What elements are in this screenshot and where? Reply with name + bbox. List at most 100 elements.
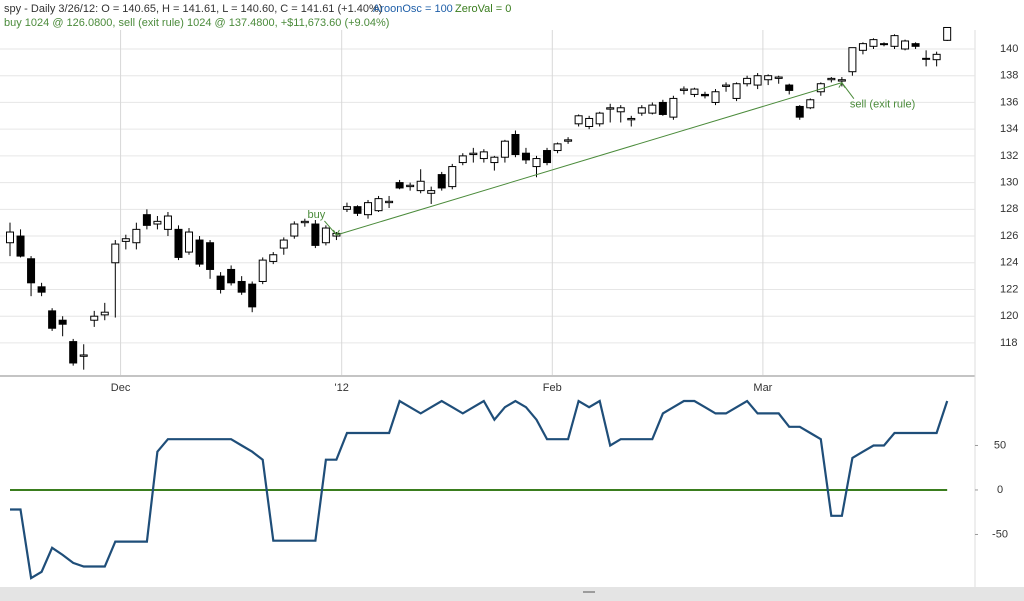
candle-body xyxy=(100,311,109,316)
scroll-bar[interactable] xyxy=(0,587,1024,601)
candle-body xyxy=(237,280,246,293)
candle-body xyxy=(711,91,720,103)
candle-body xyxy=(743,77,752,85)
candle-body xyxy=(416,180,425,192)
candle-body xyxy=(753,75,762,86)
candle-body xyxy=(374,198,383,212)
arrow-head xyxy=(838,81,846,88)
candle-body xyxy=(121,238,130,242)
candle-body xyxy=(574,115,583,125)
candle-body xyxy=(848,47,857,73)
candle-body xyxy=(111,243,120,264)
quote-text: spy - Daily 3/26/12: O = 140.65, H = 141… xyxy=(4,3,382,15)
candle-body xyxy=(342,206,351,210)
candle-body xyxy=(300,220,309,224)
candle-body xyxy=(227,268,236,284)
candle-body xyxy=(911,43,920,47)
y-tick-label: 134 xyxy=(1000,123,1018,135)
candle-body xyxy=(616,107,625,113)
candle-body xyxy=(774,76,783,79)
candle-body xyxy=(406,184,415,188)
arrow-head xyxy=(333,229,340,236)
candle-body xyxy=(353,206,362,214)
candle-body xyxy=(6,231,14,244)
candle-body xyxy=(722,84,731,87)
candle-body xyxy=(248,283,257,308)
y-tick-label: 138 xyxy=(1000,70,1018,82)
y-tick-label: 140 xyxy=(1000,43,1018,55)
candle-body xyxy=(564,139,573,142)
candle-body xyxy=(606,107,615,110)
y-tick-label: 0 xyxy=(997,484,1003,496)
candle-body xyxy=(490,156,499,164)
candle-body xyxy=(479,151,488,160)
candle-body xyxy=(469,152,478,156)
candle-body xyxy=(311,223,320,246)
candle-body xyxy=(869,39,878,47)
y-tick-label: 128 xyxy=(1000,203,1018,215)
y-tick-label: 122 xyxy=(1000,283,1018,295)
candle-body xyxy=(79,354,88,357)
candle-body xyxy=(206,242,215,270)
annotation-text: sell (exit rule) xyxy=(850,99,915,111)
candle-body xyxy=(269,254,278,262)
x-tick-label: Mar xyxy=(753,382,772,394)
annotation-arrow xyxy=(324,220,337,236)
trade-text: buy 1024 @ 126.0800, sell (exit rule) 10… xyxy=(4,17,389,29)
candle-body xyxy=(90,315,99,321)
candle-body xyxy=(658,101,667,115)
candle-body xyxy=(690,88,699,95)
candle-body xyxy=(532,158,541,168)
y-tick-label: 50 xyxy=(994,439,1006,451)
candle-body xyxy=(890,35,899,47)
candle-body xyxy=(437,174,446,189)
annotation-text: buy xyxy=(308,209,326,221)
candle-body xyxy=(290,223,299,237)
candle-body xyxy=(37,286,46,293)
candle-body xyxy=(458,155,467,164)
candle-body xyxy=(195,239,204,265)
candle-body xyxy=(553,143,562,152)
candle-body xyxy=(922,57,931,60)
candle-body xyxy=(585,117,594,127)
candle-body xyxy=(58,319,67,325)
candle-body xyxy=(700,93,709,97)
candle-body xyxy=(395,182,404,189)
candle-body xyxy=(669,97,678,118)
x-tick-label: Feb xyxy=(543,382,562,394)
candle-body xyxy=(448,166,457,188)
candle-body xyxy=(827,77,836,81)
candle-body xyxy=(132,228,141,244)
y-tick-label: 118 xyxy=(1000,337,1018,349)
candle-body xyxy=(679,88,688,91)
x-tick-label: '12 xyxy=(335,382,349,394)
candle-body xyxy=(153,220,162,225)
indicator-legend: AroonOsc = 100 xyxy=(373,3,453,15)
candle-body xyxy=(258,259,267,282)
candle-body xyxy=(879,43,888,46)
zero-legend: ZeroVal = 0 xyxy=(455,3,511,15)
y-tick-label: 124 xyxy=(1000,257,1018,269)
y-tick-label: 132 xyxy=(1000,150,1018,162)
candle-body xyxy=(163,215,172,230)
candle-body xyxy=(795,105,804,118)
candle-body xyxy=(174,228,183,258)
candle-body xyxy=(943,26,952,41)
candle-body xyxy=(764,75,773,81)
y-tick-label: 120 xyxy=(1000,310,1018,322)
candle-body xyxy=(858,43,867,51)
candle-body xyxy=(595,112,604,125)
candle-body xyxy=(364,202,373,216)
oscillator-line xyxy=(10,399,949,580)
candle-body xyxy=(142,214,151,226)
candle-body xyxy=(48,310,57,329)
candle-body xyxy=(543,150,552,164)
trade-line xyxy=(336,82,843,236)
candle-body xyxy=(27,258,36,284)
candle-body xyxy=(279,239,288,249)
y-tick-label: 130 xyxy=(1000,177,1018,189)
candle-body xyxy=(216,275,225,290)
candle-body xyxy=(385,200,394,204)
